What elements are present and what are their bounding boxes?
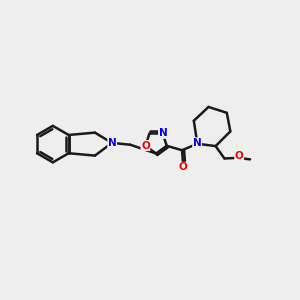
Text: O: O	[235, 151, 244, 161]
Text: O: O	[141, 140, 150, 151]
Text: N: N	[159, 128, 167, 138]
Text: O: O	[178, 162, 187, 172]
Text: N: N	[108, 138, 117, 148]
Text: N: N	[193, 138, 201, 148]
